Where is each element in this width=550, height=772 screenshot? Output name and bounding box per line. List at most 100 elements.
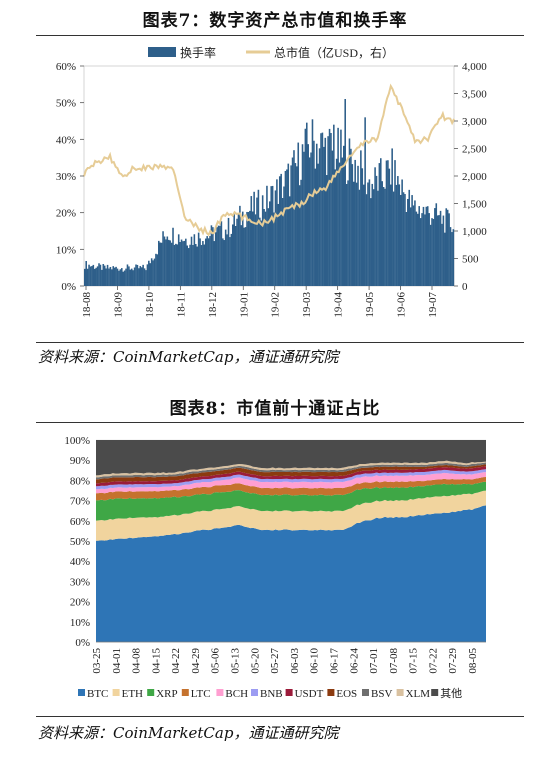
left-tick-label: 60% bbox=[56, 61, 76, 73]
turnover-bar bbox=[435, 203, 438, 286]
turnover-bar bbox=[88, 264, 90, 286]
turnover-bar bbox=[106, 264, 109, 286]
turnover-bar bbox=[284, 170, 287, 286]
turnover-bar bbox=[216, 227, 218, 286]
x-tick-label: 07-08 bbox=[388, 648, 400, 674]
x-tick-label: 08-05 bbox=[467, 648, 479, 674]
area-bsv bbox=[96, 462, 486, 480]
turnover-bar bbox=[260, 220, 263, 286]
turnover-bar bbox=[330, 133, 332, 286]
turnover-bar bbox=[129, 269, 132, 286]
y-tick-label: 30% bbox=[70, 576, 90, 588]
turnover-bar bbox=[125, 268, 127, 286]
x-tick-label: 06-17 bbox=[328, 648, 340, 674]
chart2-legend: BTC ETH XRP LTC BCH BNB USDT EOS BSV XLM 其他 bbox=[78, 687, 462, 700]
turnover-bar bbox=[86, 268, 89, 286]
y-tick-label: 70% bbox=[70, 496, 90, 508]
fig7-title: 图表7：数字资产总市值和换手率 bbox=[142, 11, 408, 31]
turnover-bar bbox=[227, 217, 230, 286]
x-tick-label: 04-01 bbox=[111, 648, 123, 674]
turnover-bars bbox=[84, 99, 455, 287]
turnover-bar bbox=[253, 191, 255, 286]
turnover-bar bbox=[103, 265, 106, 286]
x-tick-label: 06-03 bbox=[289, 648, 301, 674]
turnover-bar bbox=[98, 263, 100, 286]
turnover-bar bbox=[357, 165, 359, 286]
turnover-bar bbox=[155, 253, 157, 286]
left-tick-label: 20% bbox=[56, 208, 76, 220]
legend-label-bch: BCH bbox=[225, 688, 248, 700]
turnover-bar bbox=[385, 160, 388, 286]
turnover-bar bbox=[93, 268, 96, 286]
turnover-bar bbox=[425, 206, 428, 286]
turnover-bar bbox=[92, 264, 95, 286]
turnover-bar bbox=[223, 240, 226, 286]
legend-swatch-其他 bbox=[431, 689, 439, 696]
turnover-bar bbox=[347, 180, 349, 286]
turnover-bar bbox=[361, 168, 364, 286]
turnover-bar bbox=[370, 198, 372, 286]
x-tick-label: 07-22 bbox=[427, 648, 439, 674]
left-tick-label: 0% bbox=[61, 281, 76, 293]
turnover-bar bbox=[341, 157, 344, 286]
turnover-bar bbox=[256, 197, 258, 286]
turnover-bar bbox=[267, 208, 270, 286]
turnover-bar bbox=[269, 201, 271, 286]
x-tick-label: 18-08 bbox=[81, 292, 93, 318]
turnover-bar bbox=[159, 242, 161, 286]
turnover-bar bbox=[294, 163, 297, 286]
turnover-bar bbox=[202, 241, 204, 286]
turnover-bar bbox=[399, 194, 402, 286]
turnover-bar bbox=[415, 211, 418, 286]
turnover-bar bbox=[417, 213, 419, 286]
turnover-bar bbox=[307, 144, 309, 286]
turnover-bar bbox=[130, 268, 133, 286]
turnover-bar bbox=[311, 119, 314, 286]
legend-label-eos: EOS bbox=[336, 688, 357, 700]
turnover-bar bbox=[153, 258, 156, 286]
turnover-bar bbox=[182, 241, 184, 286]
turnover-bar bbox=[422, 206, 425, 286]
legend-swatch-xlm bbox=[396, 689, 404, 696]
turnover-bar bbox=[419, 218, 422, 286]
turnover-bar bbox=[274, 190, 277, 286]
turnover-bar bbox=[257, 189, 260, 286]
turnover-bar bbox=[392, 191, 395, 286]
legend-label-market-cap: 总市值（亿USD，右） bbox=[274, 45, 394, 60]
turnover-bar bbox=[301, 144, 304, 286]
turnover-bar bbox=[378, 163, 381, 286]
turnover-bar bbox=[344, 99, 346, 286]
x-tick-label: 18-11 bbox=[175, 292, 187, 317]
area-usdt bbox=[96, 466, 486, 487]
turnover-bar bbox=[145, 270, 147, 286]
turnover-bar bbox=[273, 212, 275, 286]
turnover-bar bbox=[180, 239, 183, 286]
turnover-bar bbox=[323, 146, 325, 286]
y-tick-label: 50% bbox=[70, 536, 90, 548]
turnover-bar bbox=[321, 132, 324, 286]
turnover-bar bbox=[371, 183, 374, 286]
stacked-areas bbox=[96, 440, 486, 642]
turnover-bar bbox=[136, 264, 139, 286]
turnover-bar bbox=[172, 227, 174, 286]
turnover-bar bbox=[338, 162, 341, 286]
turnover-bar bbox=[148, 260, 150, 286]
y-tick-label: 40% bbox=[70, 556, 90, 568]
fig7-source: 资料来源：CoinMarketCap，通证通研究院 bbox=[38, 348, 339, 366]
turnover-bar bbox=[418, 206, 420, 286]
x-tick-label: 04-15 bbox=[150, 648, 162, 674]
turnover-bar bbox=[128, 266, 130, 286]
turnover-bar bbox=[85, 261, 87, 286]
area-其他 bbox=[96, 440, 486, 476]
turnover-bar bbox=[293, 150, 295, 286]
y-tick-label: 10% bbox=[70, 617, 90, 629]
turnover-bar bbox=[382, 187, 385, 286]
turnover-bar bbox=[166, 236, 169, 286]
legend-swatch-usdt bbox=[285, 689, 293, 696]
turnover-bar bbox=[351, 164, 354, 286]
turnover-bar bbox=[327, 136, 329, 286]
turnover-bar bbox=[195, 243, 197, 286]
turnover-bar bbox=[193, 234, 196, 286]
y-tick-label: 0% bbox=[75, 637, 90, 649]
turnover-bar bbox=[163, 236, 166, 286]
